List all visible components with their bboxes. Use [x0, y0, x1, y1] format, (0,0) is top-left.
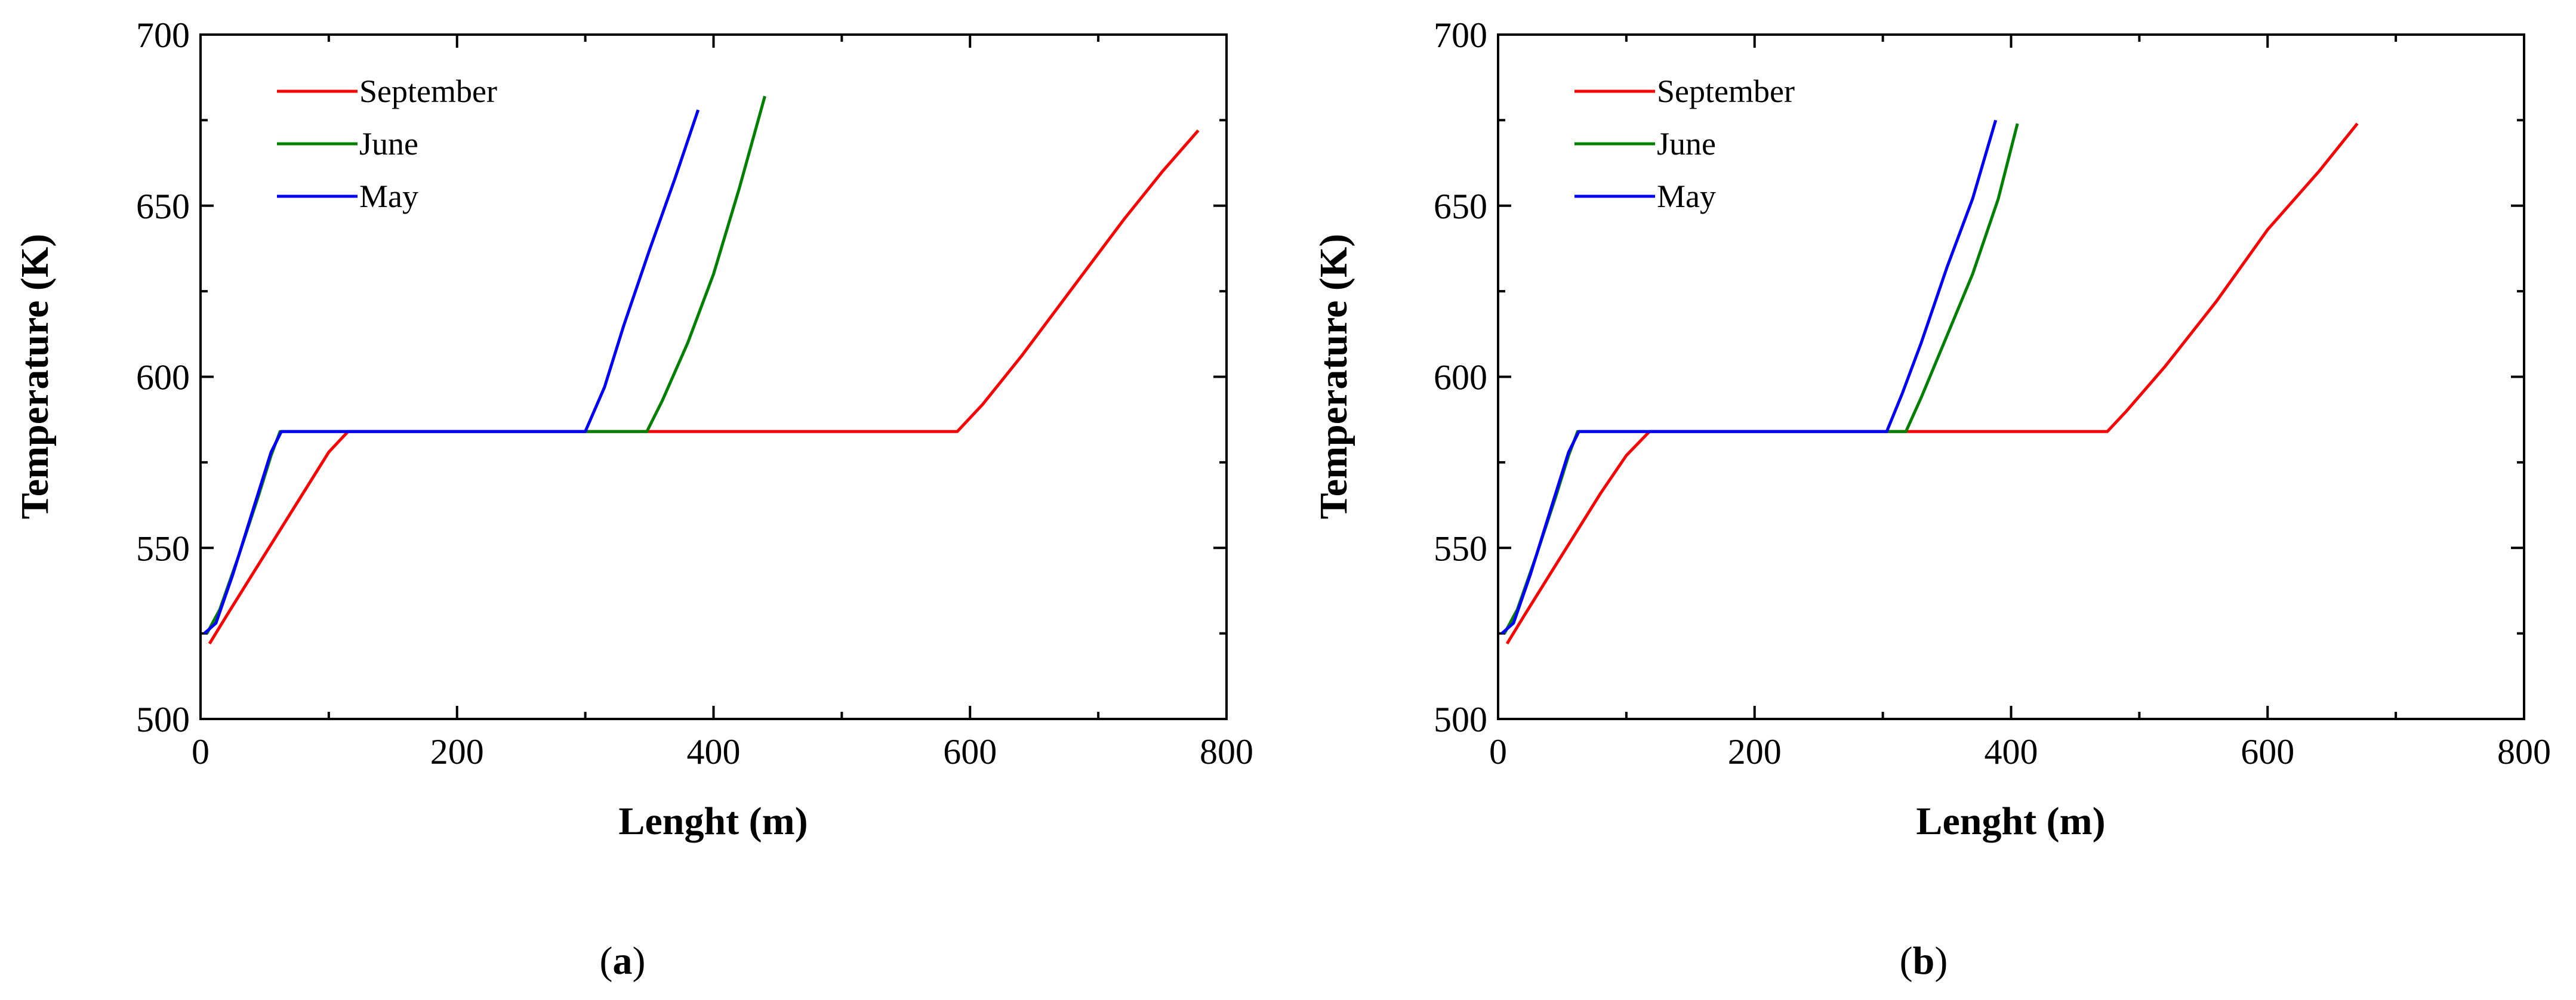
- panel-b-y-tick-label: 650: [1434, 187, 1487, 226]
- panel-a: 0 200 400 600 800 500 550 600 650 700 September Ju…: [13, 16, 1253, 983]
- panel-a-legend-label-september: September: [359, 73, 497, 109]
- panel-a-series-may: [203, 109, 700, 635]
- panel-b-y-tick-label: 700: [1434, 16, 1487, 55]
- panel-b-tick-labels: 0 200 400 600 800 500 550 600 650 700: [1434, 16, 2551, 771]
- panel-b-x-tick-label: 600: [2241, 732, 2294, 771]
- panel-a-x-tick-label: 400: [687, 732, 741, 771]
- panel-b-plot-frame: [1497, 33, 2525, 720]
- panel-b-legend-label-september: September: [1657, 73, 1795, 109]
- panel-a-y-tick-label: 700: [136, 16, 190, 55]
- panel-b-y-tick-label: 500: [1434, 700, 1487, 739]
- panel-b-y-tick-label: 600: [1434, 358, 1487, 397]
- panel-b-x-tick-label: 800: [2497, 732, 2551, 771]
- panel-b-legend: September June May: [1574, 73, 1795, 214]
- panel-a-x-tick-label: 0: [192, 732, 209, 771]
- panel-a-series-june: [205, 95, 766, 634]
- panel-b-series-june: [1503, 123, 2019, 634]
- panel-b-x-tick-label: 200: [1728, 732, 1782, 771]
- panel-a-ticks: [199, 33, 1228, 720]
- panel-b-legend-label-june: June: [1657, 126, 1716, 162]
- panel-a-y-tick-label: 550: [136, 529, 190, 568]
- panel-a-y-tick-label: 650: [136, 187, 190, 226]
- panel-b-series-may: [1500, 119, 1998, 635]
- panel-b-series-lines: [1500, 119, 2359, 645]
- panel-b-x-tick-label: 400: [1985, 732, 2038, 771]
- panel-a-x-tick-label: 600: [943, 732, 997, 771]
- panel-b-legend-label-may: May: [1657, 178, 1716, 214]
- panel-b-series-september: [1505, 122, 2359, 645]
- panel-b-ticks: [1497, 33, 2525, 720]
- panel-a-plot-frame: [199, 33, 1228, 720]
- panel-a-y-tick-label: 600: [136, 358, 190, 397]
- panel-a-x-tick-label: 800: [1200, 732, 1253, 771]
- panel-b-y-tick-label: 550: [1434, 529, 1487, 568]
- panel-a-y-tick-label: 500: [136, 700, 190, 739]
- panel-b: 0 200 400 600 800 500 550 600 650 700 September Ju…: [1312, 16, 2551, 983]
- panel-a-y-axis-title: Temperature (K): [13, 234, 57, 519]
- panel-a-x-tick-label: 200: [430, 732, 484, 771]
- panel-a-label-letter: a: [613, 939, 633, 983]
- panel-b-y-axis-title: Temperature (K): [1312, 234, 1355, 519]
- panel-b-label-letter: b: [1913, 939, 1935, 983]
- panel-a-legend-label-may: May: [359, 178, 418, 214]
- panel-a-label: (a): [600, 939, 646, 983]
- panel-a-series-september: [208, 129, 1200, 645]
- panel-a-legend-label-june: June: [359, 126, 418, 162]
- panel-b-x-axis-title: Lenght (m): [1916, 800, 2105, 843]
- panel-a-legend: September June May: [277, 73, 497, 214]
- panel-a-tick-labels: 0 200 400 600 800 500 550 600 650 700: [136, 16, 1253, 771]
- panel-b-x-tick-label: 0: [1489, 732, 1507, 771]
- panel-a-x-axis-title: Lenght (m): [618, 800, 808, 843]
- panel-a-series-lines: [203, 95, 1200, 645]
- panel-b-label: (b): [1900, 939, 1948, 983]
